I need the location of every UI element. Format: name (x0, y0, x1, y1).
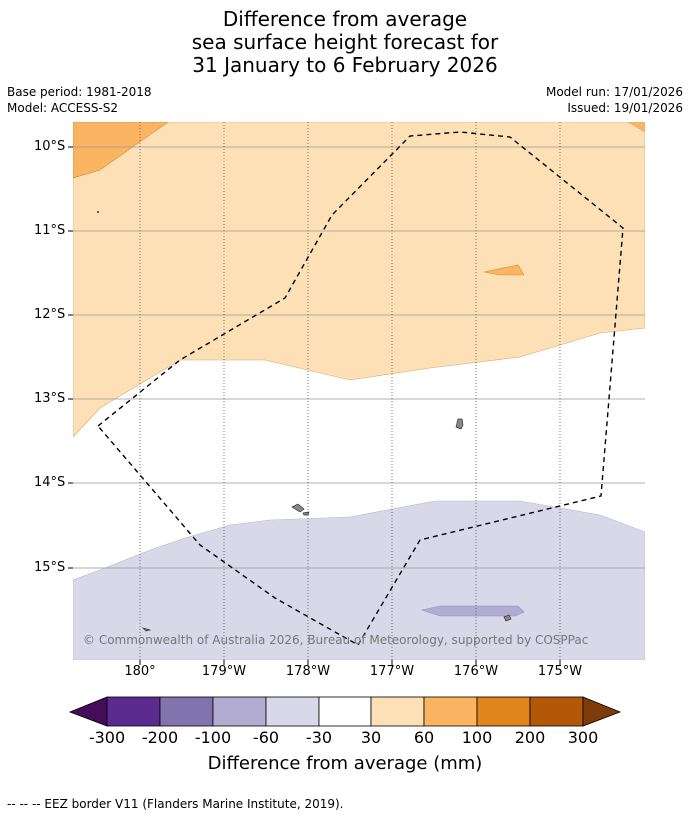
colorbar-tick-100: 100 (461, 728, 493, 747)
lon-label-175w: 175°W (537, 664, 583, 679)
colorbar-tick-minus-300: -300 (88, 728, 126, 747)
anomaly-60-100-region-northeast (627, 122, 645, 133)
map-area (73, 122, 645, 660)
anomaly-30-60-region (73, 122, 645, 438)
colorbar-tick-200: 200 (514, 728, 546, 747)
eez-legend: -- -- -- EEZ border V11 (Flanders Marine… (7, 797, 344, 811)
base-period: Base period: 1981-2018 (7, 85, 152, 99)
colorbar-tick-minus-30: -30 (305, 728, 333, 747)
lat-label-15s: 15°S (34, 560, 66, 575)
colorbar-tick-30: 30 (360, 728, 382, 747)
colorbar-tick-60: 60 (413, 728, 435, 747)
latitude-gridlines (73, 146, 645, 569)
colorbar-title: Difference from average (mm) (207, 753, 483, 774)
islands (97, 211, 512, 632)
eez-border (97, 131, 624, 646)
lon-label-176w: 176°W (453, 664, 499, 679)
colorbar-segment-30-to-60 (370, 696, 425, 727)
colorbar-segment-minus-60-to-minus-30 (265, 696, 320, 727)
lon-label-178w: 178°W (285, 664, 331, 679)
meta-right: Model run: 17/01/2026 Issued: 19/01/2026 (546, 84, 683, 116)
island-southeast (503, 614, 512, 622)
island-southwest (141, 627, 152, 632)
lat-ticks (68, 146, 73, 569)
colorbar-segment-above-300 (582, 696, 622, 727)
title-line-3: 31 January to 6 February 2026 (192, 53, 498, 77)
map-title: Difference from average sea surface heig… (0, 8, 690, 77)
lon-label-177w: 177°W (369, 664, 415, 679)
anomaly-neg60-neg100-region (420, 605, 525, 617)
lat-label-13s: 13°S (34, 391, 66, 406)
colorbar-tick-minus-60: -60 (252, 728, 280, 747)
lat-label-14s: 14°S (34, 475, 66, 490)
lon-ticks (139, 660, 561, 665)
colorbar-segment-minus-30-to-30 (318, 696, 372, 727)
lon-label-180: 180° (124, 664, 156, 679)
model-name: Model: ACCESS-S2 (7, 101, 119, 115)
island-east (455, 418, 464, 430)
island-west (291, 503, 305, 513)
colorbar-segment-60-to-100 (423, 696, 478, 727)
colorbar-segment-100-to-200 (476, 696, 531, 727)
copyright-notice: © Commonwealth of Australia 2026, Bureau… (83, 633, 589, 647)
lat-label-11s: 11°S (34, 223, 66, 238)
colorbar-segment-200-to-300 (529, 696, 584, 727)
title-line-1: Difference from average (222, 7, 468, 31)
issued-date: Issued: 19/01/2026 (567, 101, 683, 115)
colorbar-tick-minus-100: -100 (194, 728, 232, 747)
lat-label-10s: 10°S (34, 139, 66, 154)
lon-label-179w: 179°W (201, 664, 247, 679)
model-run: Model run: 17/01/2026 (545, 85, 683, 99)
colorbar-tick-300: 300 (567, 728, 599, 747)
colorbar (68, 696, 622, 727)
colorbar-tick-minus-200: -200 (141, 728, 179, 747)
title-line-2: sea surface height forecast for (191, 30, 499, 54)
colorbar-segment-minus-100-to-minus-60 (212, 696, 267, 727)
colorbar-segment-below-minus-300 (68, 696, 108, 727)
island-west-small (302, 511, 310, 516)
anomaly-60-100-region-east (483, 264, 525, 276)
colorbar-segment-minus-300-to-minus-200 (106, 696, 161, 727)
anomaly-neg30-neg60-region (73, 500, 645, 660)
colorbar-segment-minus-200-to-minus-100 (159, 696, 214, 727)
islet-northwest (97, 211, 99, 213)
meta-left: Base period: 1981-2018 Model: ACCESS-S2 (7, 84, 152, 116)
lat-label-12s: 12°S (34, 307, 66, 322)
anomaly-60-100-region-northwest (73, 122, 169, 179)
